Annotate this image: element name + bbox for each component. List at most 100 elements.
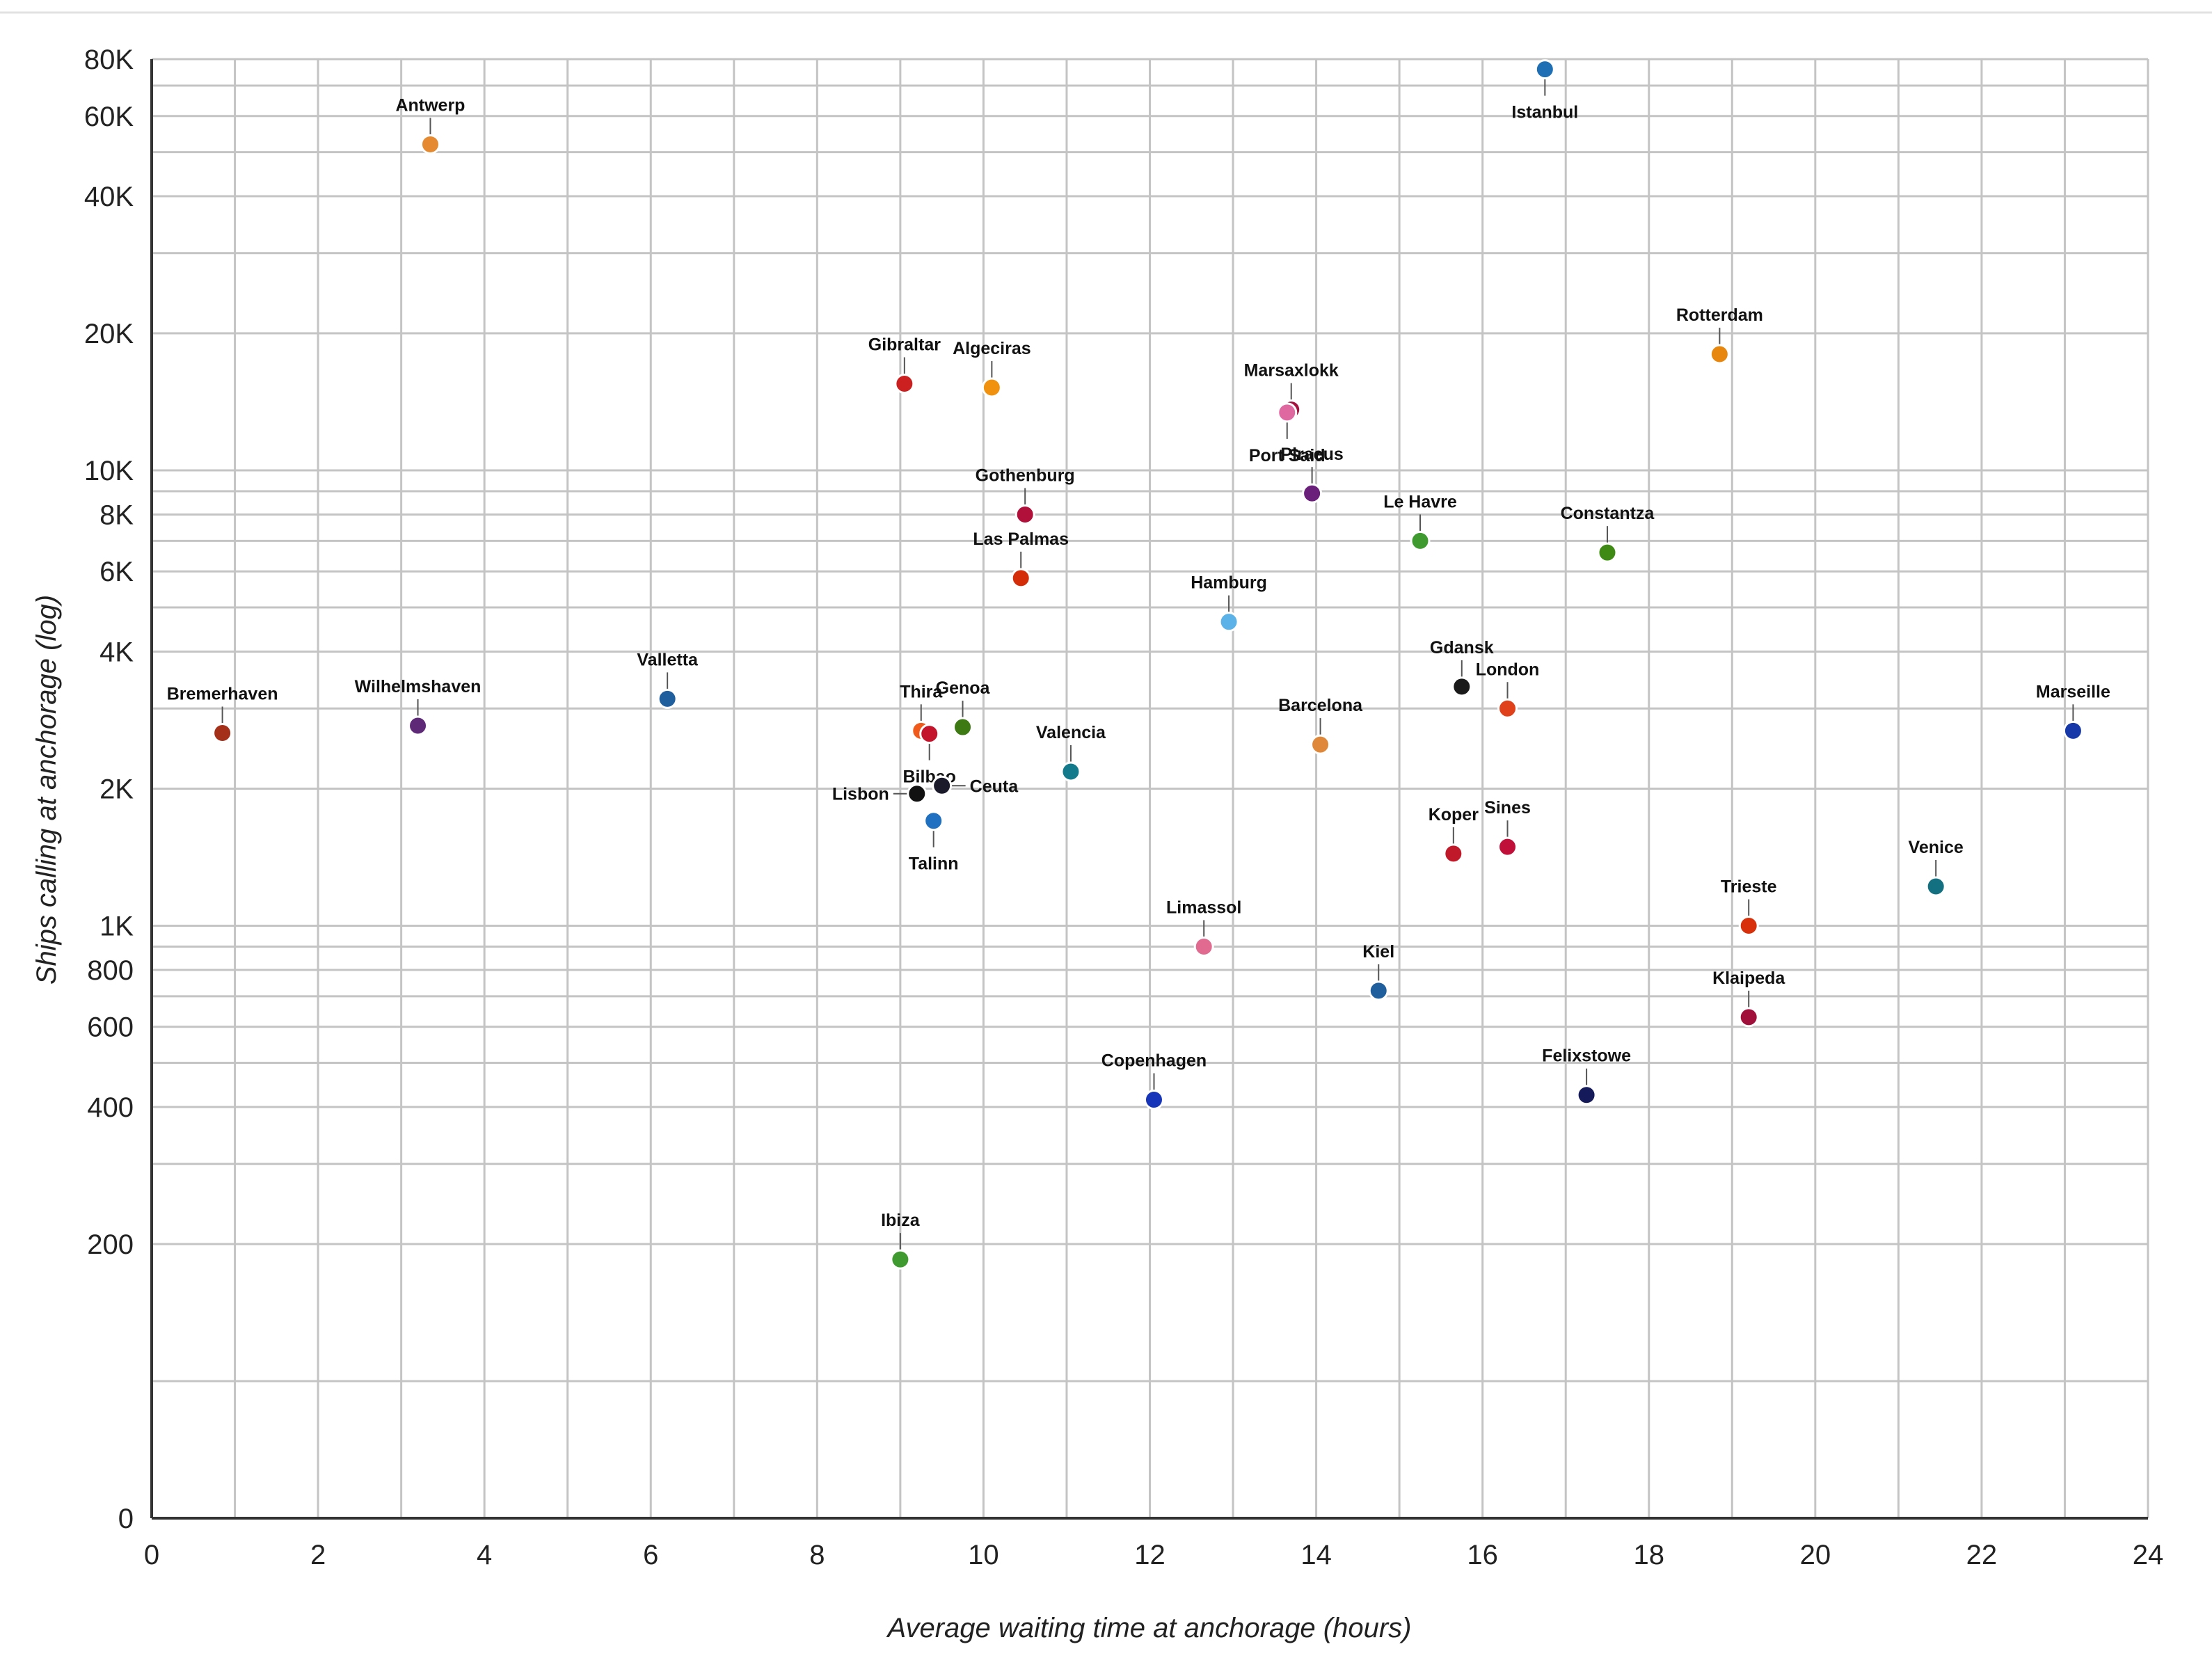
- data-point-label: Gothenburg: [976, 465, 1075, 485]
- data-point-marker: [1497, 836, 1518, 857]
- data-point-marker: [890, 1249, 911, 1270]
- data-point-marker: [420, 134, 440, 154]
- point-algeciras: Algeciras: [953, 339, 1031, 398]
- data-point-marker: [1597, 542, 1618, 563]
- data-point-marker: [1497, 698, 1518, 719]
- data-point-marker: [932, 775, 953, 796]
- data-point-marker: [907, 783, 928, 804]
- x-tick-label: 16: [1467, 1540, 1498, 1570]
- data-point-label: Valletta: [637, 650, 699, 669]
- data-point-marker: [1060, 761, 1081, 782]
- data-point-label: Copenhagen: [1101, 1051, 1207, 1070]
- point-constantza: Constantza: [1561, 504, 1655, 563]
- data-point-marker: [1576, 1085, 1597, 1106]
- data-point-label: Hamburg: [1191, 573, 1267, 593]
- y-tick-label: 600: [87, 1012, 134, 1043]
- point-bremerhaven: Bremerhaven: [167, 685, 278, 744]
- x-tick-label: 24: [2133, 1540, 2164, 1570]
- data-point-marker: [1310, 734, 1331, 755]
- x-tick-label: 18: [1634, 1540, 1665, 1570]
- gridlines: [152, 58, 2149, 1518]
- x-tick-label: 10: [968, 1540, 999, 1570]
- data-point-label: Ceuta: [970, 776, 1019, 796]
- data-point-label: Antwerp: [395, 95, 465, 115]
- data-point-label: Bremerhaven: [167, 685, 278, 704]
- point-le-havre: Le Havre: [1383, 492, 1457, 551]
- point-venice: Venice: [1909, 838, 1964, 897]
- point-rotterdam: Rotterdam: [1676, 305, 1763, 365]
- data-point-label: Las Palmas: [973, 529, 1069, 549]
- data-point-marker: [1143, 1089, 1164, 1110]
- x-tick-label: 14: [1300, 1540, 1332, 1570]
- y-tick-label: 1K: [100, 911, 134, 942]
- point-gdansk: Gdansk: [1430, 638, 1494, 697]
- data-point-label: Genoa: [936, 678, 991, 698]
- data-point-marker: [923, 811, 944, 831]
- data-point-label: Talinn: [909, 854, 959, 874]
- point-copenhagen: Copenhagen: [1101, 1051, 1207, 1110]
- point-ibiza: Ibiza: [881, 1211, 921, 1270]
- data-point-label: Marsaxlokk: [1244, 361, 1339, 381]
- data-point-marker: [1738, 916, 1759, 937]
- point-istanbul: Istanbul: [1511, 59, 1578, 122]
- data-points: Istanbul Antwerp Rotterdam Gibraltar Algecir…: [167, 59, 2110, 1270]
- data-point-label: Limassol: [1166, 898, 1241, 917]
- data-point-label: Trieste: [1721, 877, 1777, 897]
- y-tick-label: 800: [87, 955, 134, 986]
- data-point-label: Piraeus: [1280, 445, 1343, 464]
- y-tick-label: 10K: [84, 456, 134, 486]
- point-sines: Sines: [1484, 798, 1531, 857]
- x-tick-label: 22: [1966, 1540, 1998, 1570]
- point-las-palmas: Las Palmas: [973, 529, 1069, 589]
- x-tick-label: 12: [1134, 1540, 1165, 1570]
- y-tick-label: 40K: [84, 182, 134, 212]
- point-port-said: Port Said: [1249, 402, 1326, 465]
- data-point-marker: [894, 373, 915, 394]
- y-tick-label: 0: [118, 1504, 134, 1534]
- data-point-label: Le Havre: [1383, 492, 1457, 511]
- data-point-label: Sines: [1484, 798, 1531, 818]
- data-point-label: Thira: [900, 682, 943, 701]
- data-point-label: Barcelona: [1278, 696, 1363, 715]
- x-tick-label: 2: [310, 1540, 326, 1570]
- data-point-marker: [1277, 402, 1298, 423]
- point-hamburg: Hamburg: [1191, 573, 1267, 632]
- y-axis-title: Ships calling at anchorage (log): [31, 595, 62, 985]
- data-point-label: Marseille: [2036, 682, 2110, 701]
- point-genoa: Genoa: [936, 678, 991, 738]
- data-point-label: Koper: [1429, 805, 1479, 824]
- axes: [150, 59, 2148, 1520]
- point-felixstowe: Felixstowe: [1542, 1046, 1631, 1106]
- data-point-label: Kiel: [1362, 942, 1394, 962]
- point-thira: Thira: [900, 682, 943, 741]
- x-axis-title: Average waiting time at anchorage (hours…: [886, 1613, 1411, 1643]
- x-tick-label: 20: [1800, 1540, 1831, 1570]
- data-point-label: Lisbon: [832, 785, 889, 804]
- y-tick-labels: 0 200 400 600 800 1K 2K 4K 6K 8K 10K 20K 40K 60K 80K: [84, 45, 134, 1534]
- data-point-label: Wilhelmshaven: [355, 677, 482, 696]
- data-point-label: Gdansk: [1430, 638, 1494, 658]
- point-trieste: Trieste: [1721, 877, 1777, 937]
- data-point-label: Klaipeda: [1712, 969, 1785, 988]
- data-point-marker: [919, 724, 940, 744]
- data-point-label: Ibiza: [881, 1211, 921, 1230]
- y-tick-label: 20K: [84, 319, 134, 349]
- data-point-label: Valencia: [1036, 723, 1106, 742]
- data-point-marker: [1368, 980, 1389, 1001]
- y-tick-label: 60K: [84, 102, 134, 132]
- y-tick-label: 200: [87, 1229, 134, 1260]
- data-point-marker: [1302, 483, 1323, 504]
- data-point-label: Rotterdam: [1676, 305, 1763, 325]
- point-lisbon: Lisbon: [832, 783, 928, 804]
- x-tick-label: 6: [643, 1540, 658, 1570]
- data-point-marker: [1534, 59, 1555, 80]
- data-point-marker: [1709, 344, 1730, 365]
- point-klaipeda: Klaipeda: [1712, 969, 1785, 1028]
- point-valletta: Valletta: [637, 650, 699, 709]
- point-wilhelmshaven: Wilhelmshaven: [355, 677, 482, 736]
- point-barcelona: Barcelona: [1278, 696, 1363, 755]
- data-point-marker: [1738, 1007, 1759, 1028]
- point-talinn: Talinn: [909, 811, 959, 874]
- data-point-marker: [2062, 720, 2083, 741]
